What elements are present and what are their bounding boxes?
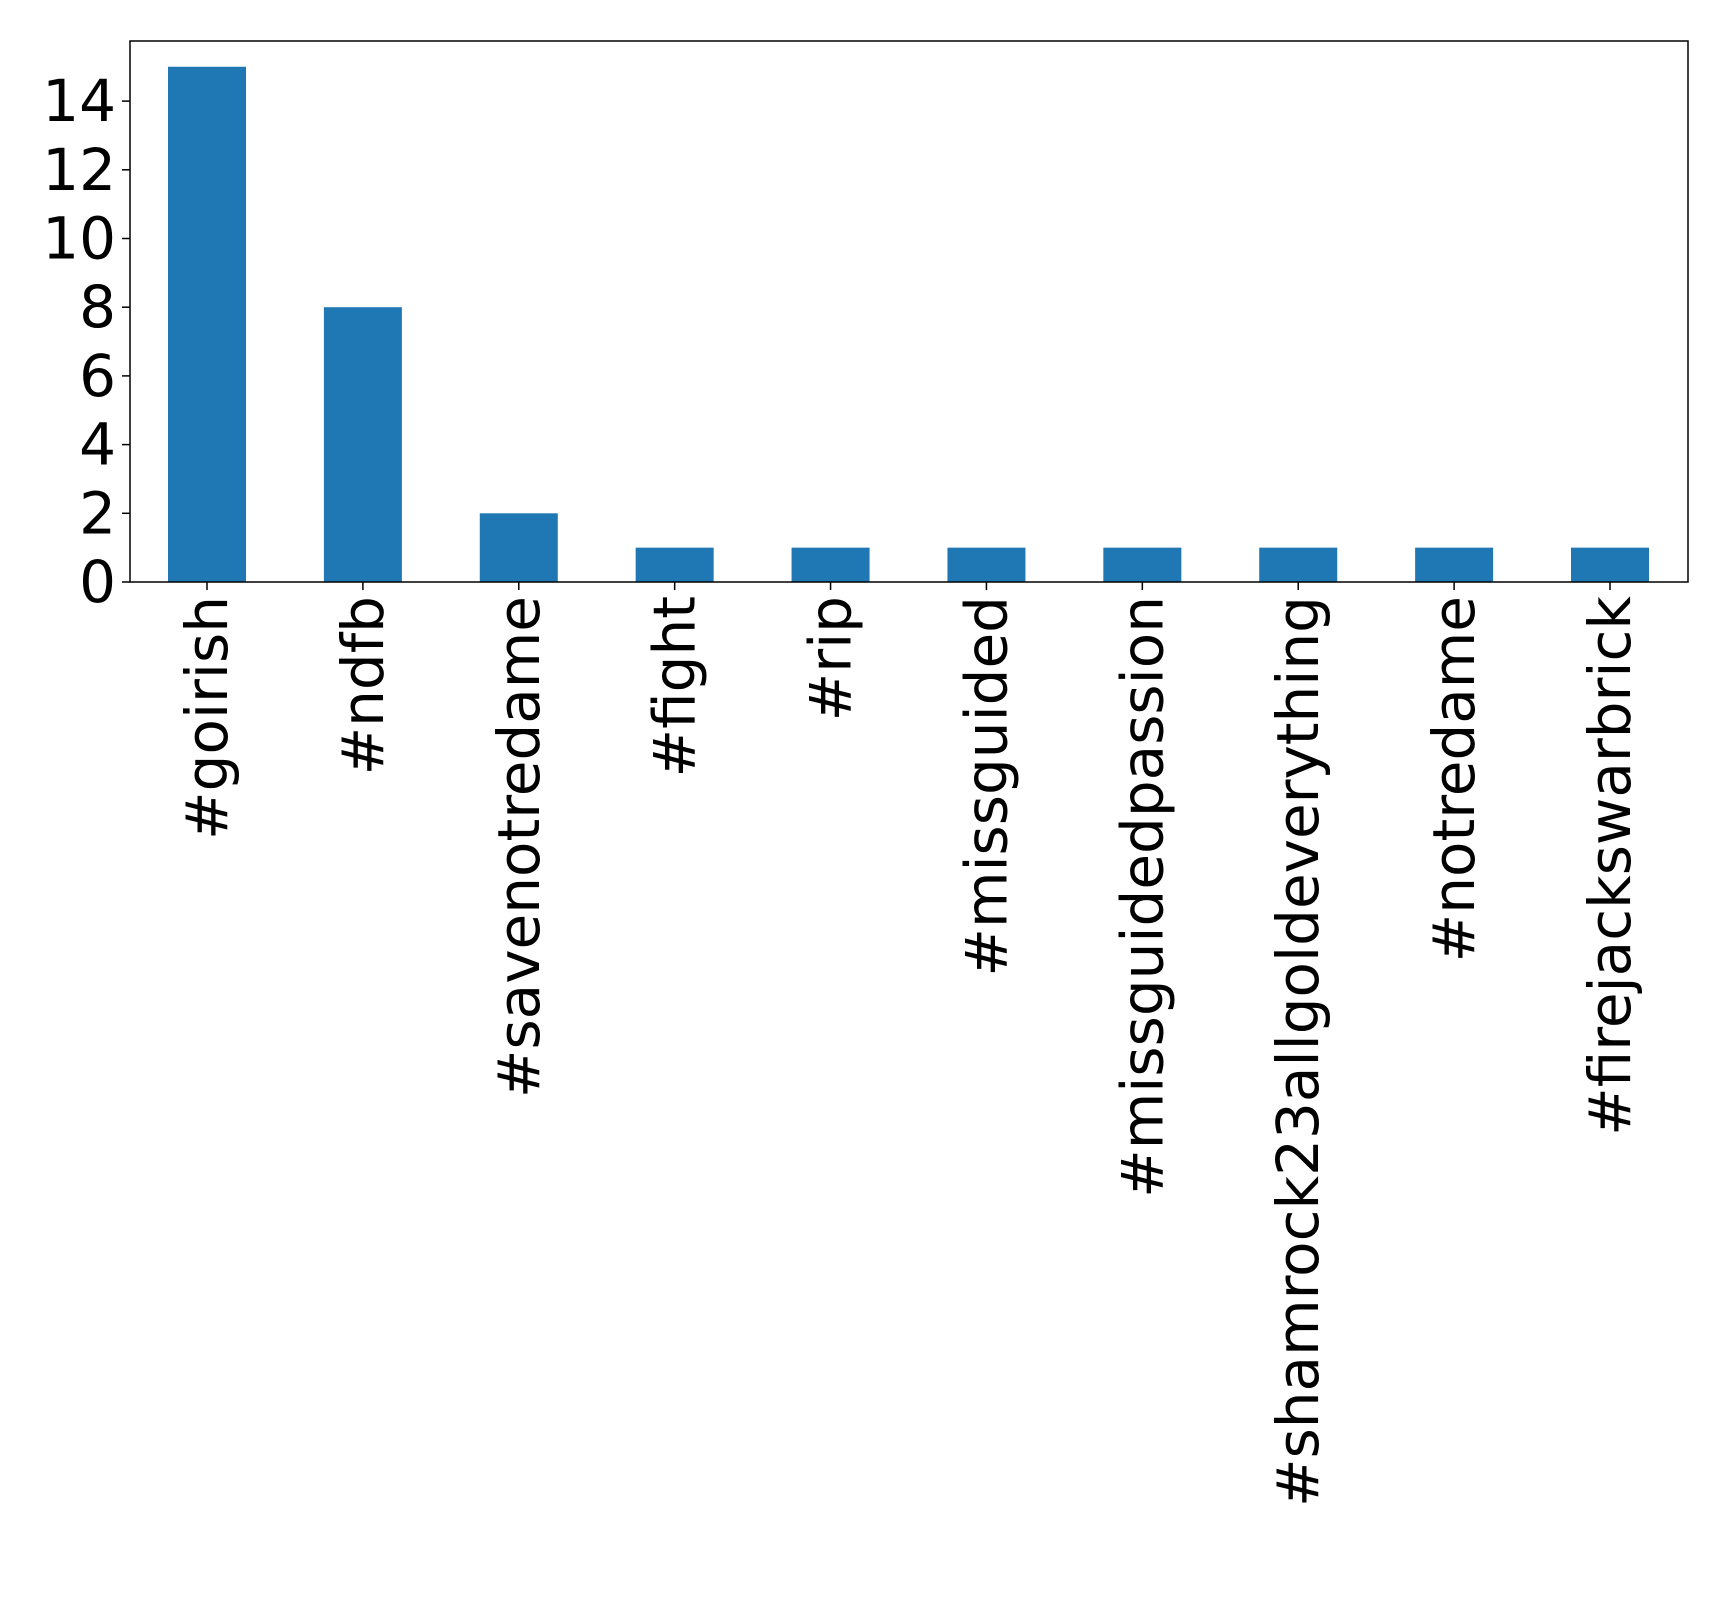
x-tick-label: #ndfb [329,596,397,775]
x-tick-label: #goirish [173,596,241,840]
bar-fight [635,547,714,582]
x-tick-label: #firejackswarbrick [1576,596,1644,1136]
bar-shamrock23allgoldeverything [1259,547,1338,582]
x-tick-label: #savenotredame [485,596,553,1098]
bar-missguidedpassion [1103,547,1182,582]
bar-goirish [168,66,246,582]
y-tick-label: 0 [79,548,116,616]
bar-ndfb [323,307,402,582]
x-tick-label: #missguided [952,596,1020,977]
y-tick-label: 12 [42,136,116,204]
bar-firejackswarbrick [1571,547,1649,582]
bar-missguided [947,547,1026,582]
x-tick-label: #shamrock23allgoldeverything [1264,596,1332,1507]
y-tick-label: 2 [79,479,116,547]
y-tick-label: 10 [42,205,116,273]
y-tick-label: 14 [42,67,116,135]
y-tick-label: 8 [79,273,116,341]
y-tick-label: 6 [79,342,116,410]
y-tick-label: 4 [79,411,116,479]
bar-rip [791,547,870,582]
x-tick-label: #rip [797,596,865,721]
plot-frame [129,40,1689,583]
bars-group [168,66,1649,582]
x-tick-label: #fight [641,596,709,777]
x-tick-label: #notredame [1420,596,1488,962]
x-axis: #goirish #ndfb #savenotredame #fight #rip #mi… [173,582,1644,1507]
bar-notredame [1415,547,1494,582]
bar-savenotredame [479,513,558,582]
x-tick-label: #missguidedpassion [1108,596,1176,1198]
